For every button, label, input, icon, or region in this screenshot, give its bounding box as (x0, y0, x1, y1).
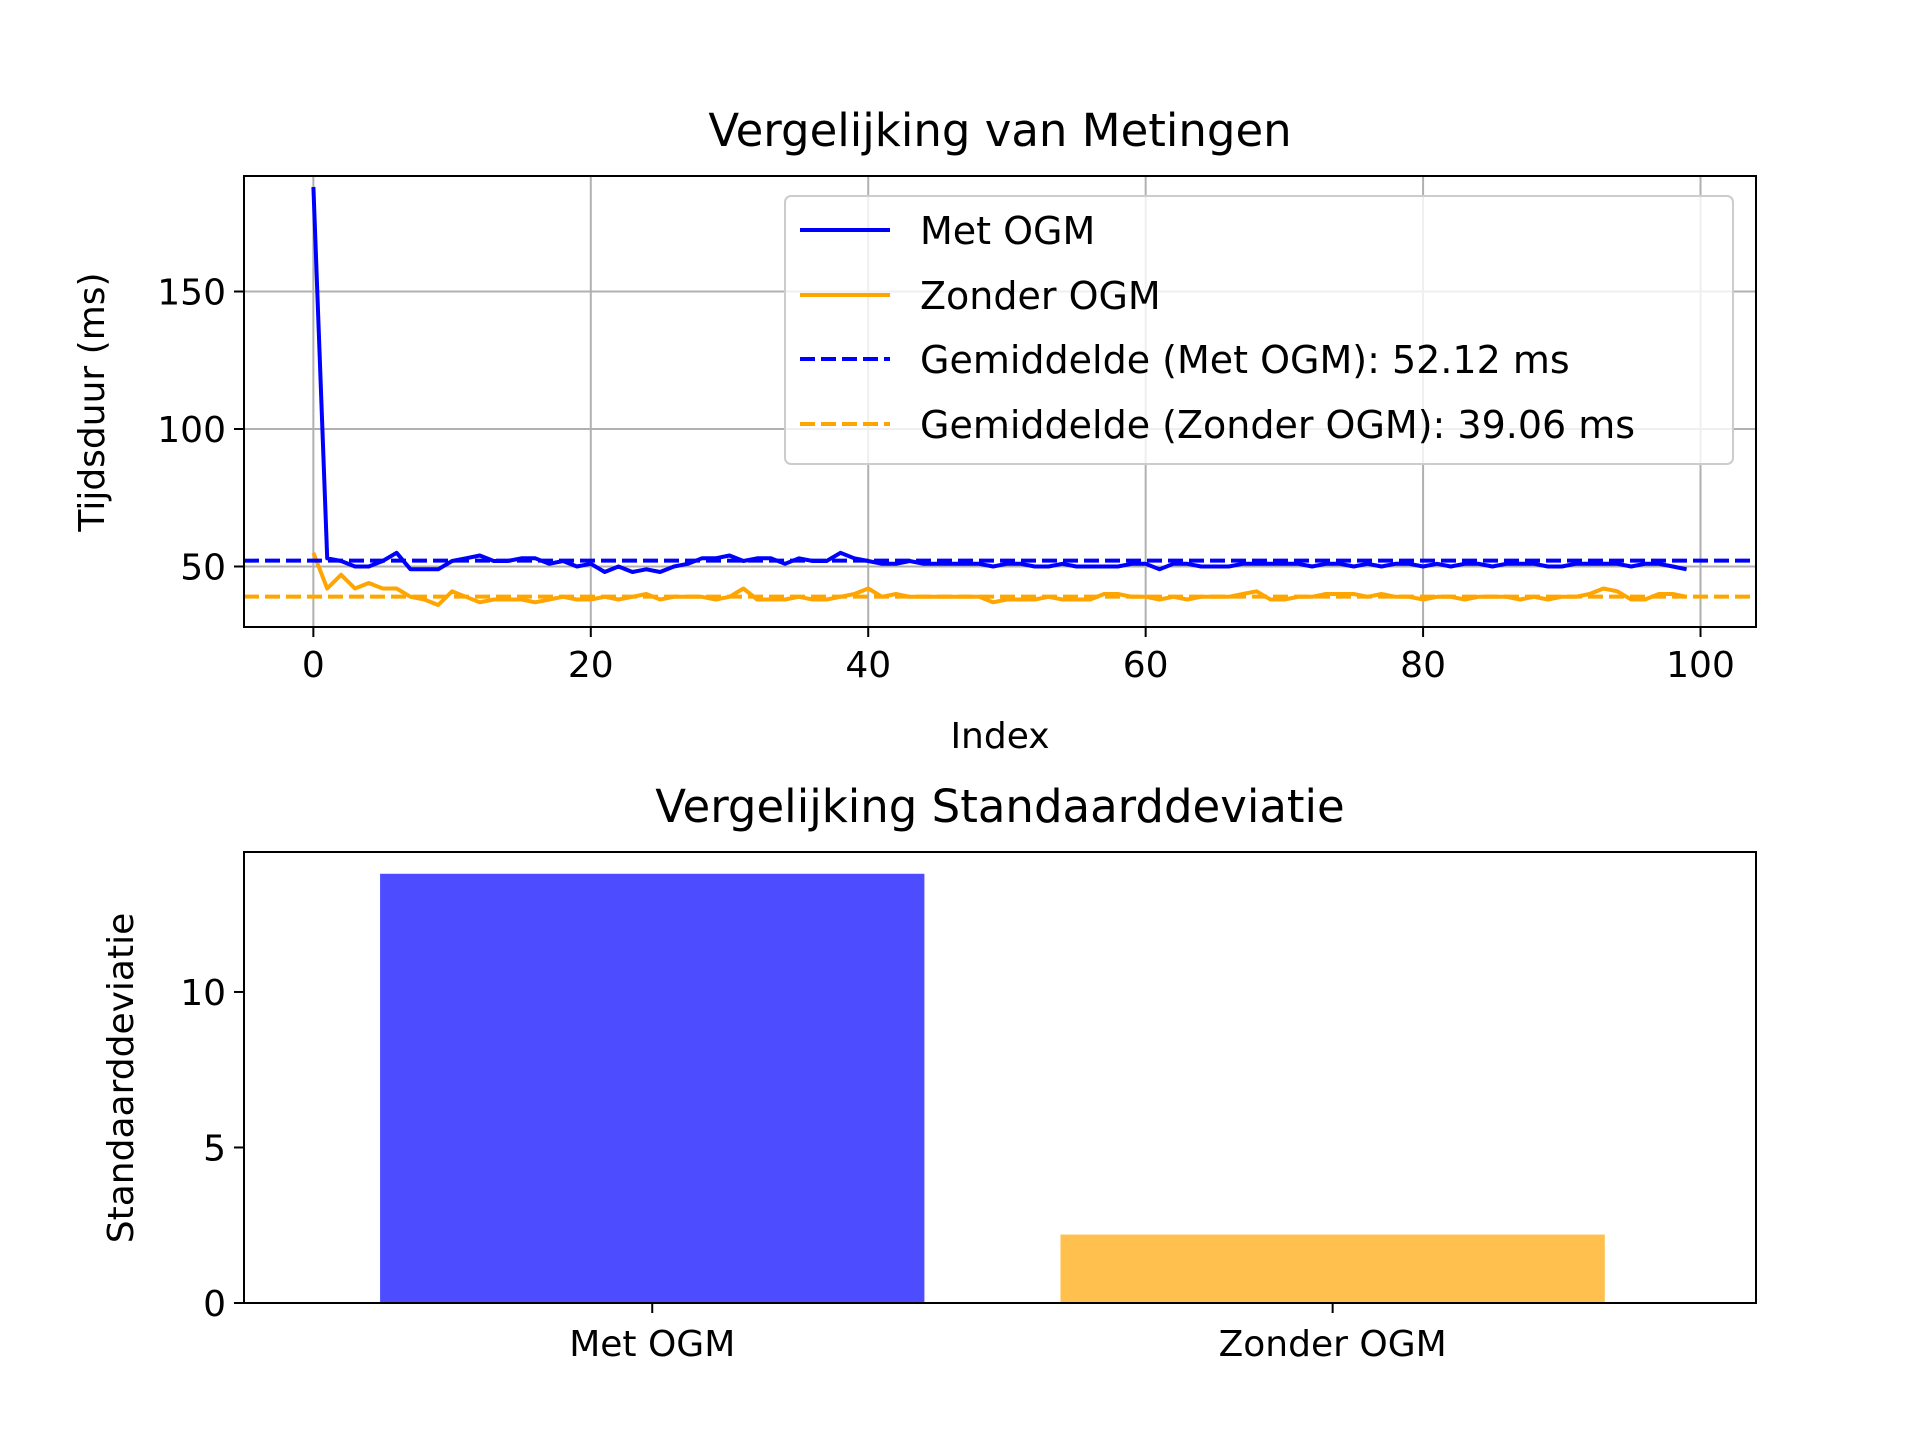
y-tick-label: 0 (203, 1284, 226, 1325)
line-chart-ticks: 0 20 40 60 80 100 50 100 150 (157, 273, 1735, 687)
y-tick-label: 10 (180, 973, 226, 1014)
line-chart-title: Vergelijking van Metingen (708, 104, 1291, 157)
bar-chart-ticks: Met OGM Zonder OGM 0 5 10 (180, 973, 1446, 1365)
line-chart-axes-frame (243, 175, 1757, 628)
legend-label-zonder-ogm: Zonder OGM (920, 274, 1161, 318)
x-tick-label: 80 (1400, 645, 1446, 686)
bar-chart-y-axis-label: Standaarddeviatie (101, 913, 142, 1243)
x-tick-label: 60 (1123, 645, 1169, 686)
legend-box (784, 195, 1734, 465)
bar-zonder-ogm (1060, 1234, 1605, 1303)
series-zonder-ogm-line (311, 552, 1687, 607)
legend-label-mean-zonder-ogm: Gemiddelde (Zonder OGM): 39.06 ms (920, 403, 1635, 447)
y-tick-label: 5 (203, 1128, 226, 1169)
y-tick-label: 150 (157, 273, 226, 314)
x-tick-label: Met OGM (569, 1324, 735, 1365)
x-tick-label: 0 (302, 645, 325, 686)
legend-label-met-ogm: Met OGM (920, 209, 1095, 253)
legend-entry-zonder-ogm: Zonder OGM (800, 274, 1161, 318)
x-tick-label: 20 (568, 645, 614, 686)
bar-chart-title: Vergelijking Standaarddeviatie (655, 780, 1344, 833)
x-tick-label: 100 (1666, 645, 1735, 686)
line-chart-y-axis-label: Tijdsduur (ms) (72, 272, 113, 532)
bar-chart-panel: Vergelijking Standaarddeviatie Met OGM Zo… (101, 780, 1757, 1365)
legend-label-mean-met-ogm: Gemiddelde (Met OGM): 52.12 ms (920, 338, 1570, 382)
line-chart-panel: Vergelijking van Metingen 0 20 40 60 80 100 50… (72, 104, 1757, 757)
x-tick-label: Zonder OGM (1219, 1324, 1447, 1365)
line-chart-legend: Met OGM Zonder OGM Gemiddelde (Met OGM):… (784, 195, 1734, 465)
bar-met-ogm (380, 873, 925, 1303)
bar-chart-axes-frame (243, 851, 1757, 1304)
legend-entry-mean-met-ogm: Gemiddelde (Met OGM): 52.12 ms (800, 338, 1570, 382)
line-chart-series (244, 186, 1756, 607)
x-tick-label: 40 (845, 645, 891, 686)
y-tick-label: 50 (180, 548, 226, 589)
line-chart-x-axis-label: Index (950, 716, 1049, 757)
legend-entry-met-ogm: Met OGM (800, 209, 1095, 253)
y-tick-label: 100 (157, 410, 226, 451)
bar-chart-bars (380, 873, 1605, 1303)
legend-entry-mean-zonder-ogm: Gemiddelde (Zonder OGM): 39.06 ms (800, 403, 1635, 447)
